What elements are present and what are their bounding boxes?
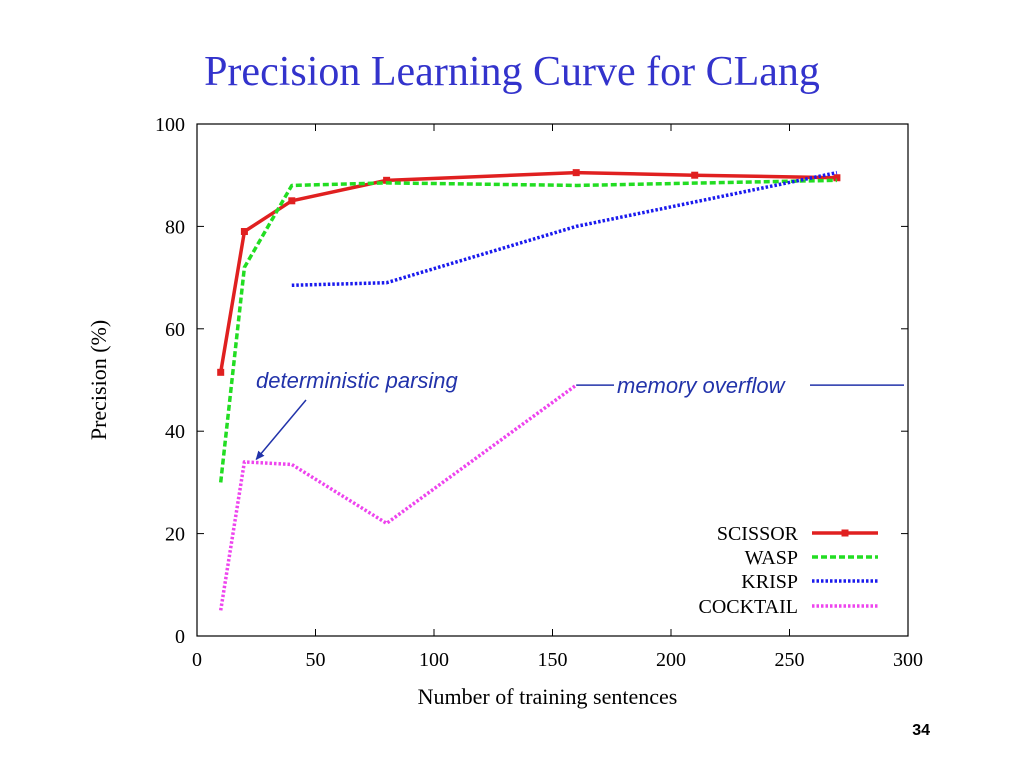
legend-label-scissor: SCISSOR <box>717 523 799 545</box>
legend-label-krisp: KRISP <box>741 571 798 593</box>
x-tick-label: 300 <box>893 649 923 671</box>
series-line-scissor <box>218 170 837 373</box>
legend-marker-scissor <box>841 529 849 537</box>
legend-label-wasp: WASP <box>745 547 798 569</box>
annotation-arrow <box>255 399 307 461</box>
annotation-memory-overflow: memory overflow <box>617 373 787 398</box>
axes: 0 50 100 150 200 250 300 0 20 40 60 80 100 Number of … <box>86 114 923 709</box>
data-point-scissor <box>240 228 248 236</box>
y-tick-label: 40 <box>165 421 185 443</box>
series-line-wasp <box>218 178 837 483</box>
series-lines <box>217 169 841 611</box>
y-tick-label: 60 <box>165 319 185 341</box>
data-point-scissor <box>572 169 580 177</box>
y-tick-label: 80 <box>165 216 185 238</box>
x-tick-label: 250 <box>775 649 805 671</box>
page-number: 34 <box>912 722 930 739</box>
data-point-scissor <box>691 171 699 179</box>
legend-label-cocktail: COCKTAIL <box>698 596 798 618</box>
data-point-scissor <box>833 174 841 182</box>
y-axis-label: Precision (%) <box>86 320 111 440</box>
y-tick-label: 0 <box>175 626 185 648</box>
annotation-deterministic-parsing: deterministic parsing <box>256 368 459 393</box>
x-tick-label: 150 <box>538 649 568 671</box>
slide-title: Precision Learning Curve for CLang <box>204 49 820 95</box>
x-tick-label: 100 <box>419 649 449 671</box>
data-point-scissor <box>383 176 391 184</box>
x-axis-label: Number of training sentences <box>418 684 678 709</box>
annotations: deterministic parsing memory overflow <box>255 368 904 461</box>
y-tick-label: 20 <box>165 524 185 546</box>
series-line-krisp <box>291 170 838 288</box>
series-line-cocktail <box>218 383 578 611</box>
y-tick-label: 100 <box>155 114 185 136</box>
x-tick-label: 50 <box>306 649 326 671</box>
data-point-scissor <box>288 197 296 205</box>
x-tick-label: 200 <box>656 649 686 671</box>
x-tick-label: 0 <box>192 649 202 671</box>
data-point-scissor <box>217 368 225 376</box>
